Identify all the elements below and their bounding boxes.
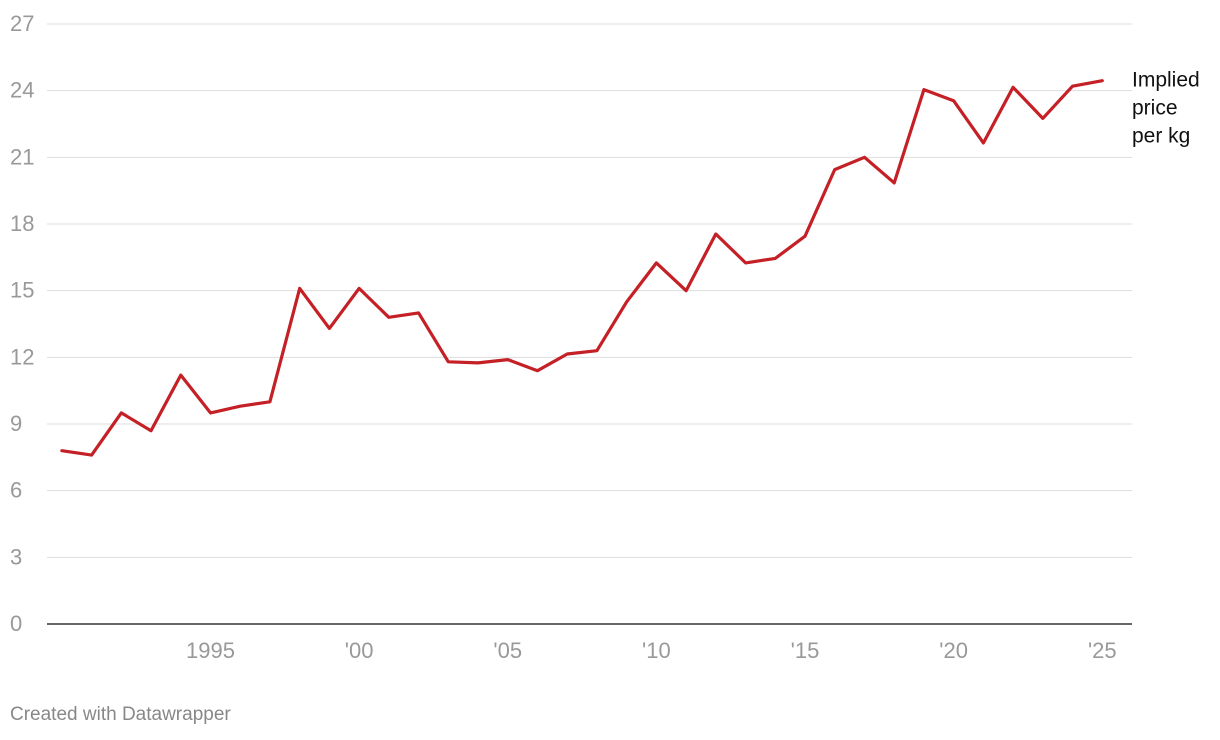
y-tick-label: 15 [10,278,34,303]
x-tick-labels: 1995 '00 '05 '10 '15 '20 '25 [186,638,1117,663]
series-label-line: per kg [1132,125,1190,148]
x-tick-label: 1995 [186,638,235,663]
x-tick-label: '20 [939,638,968,663]
y-tick-label: 9 [10,411,22,436]
series-label-line: Implied [1132,69,1200,92]
series-label-line: price [1132,97,1178,120]
y-tick-label: 6 [10,478,22,503]
credit-text: Created with Datawrapper [10,704,231,725]
y-tick-label: 21 [10,144,34,169]
y-tick-label: 0 [10,611,22,636]
y-tick-label: 3 [10,544,22,569]
x-tick-label: '25 [1088,638,1117,663]
series-group [60,79,1104,457]
series-label: Implied price per kg [1132,69,1200,148]
y-tick-label: 18 [10,211,34,236]
x-tick-label: '15 [791,638,820,663]
y-tick-labels: 0 3 6 9 12 15 18 21 24 27 [10,11,34,636]
y-tick-label: 24 [10,78,34,103]
x-tick-label: '00 [345,638,374,663]
x-tick-label: '10 [642,638,671,663]
y-tick-label: 12 [10,344,34,369]
y-tick-label: 27 [10,11,34,36]
y-gridlines [47,23,1132,558]
x-tick-label: '05 [493,638,522,663]
series-line [60,79,1104,457]
